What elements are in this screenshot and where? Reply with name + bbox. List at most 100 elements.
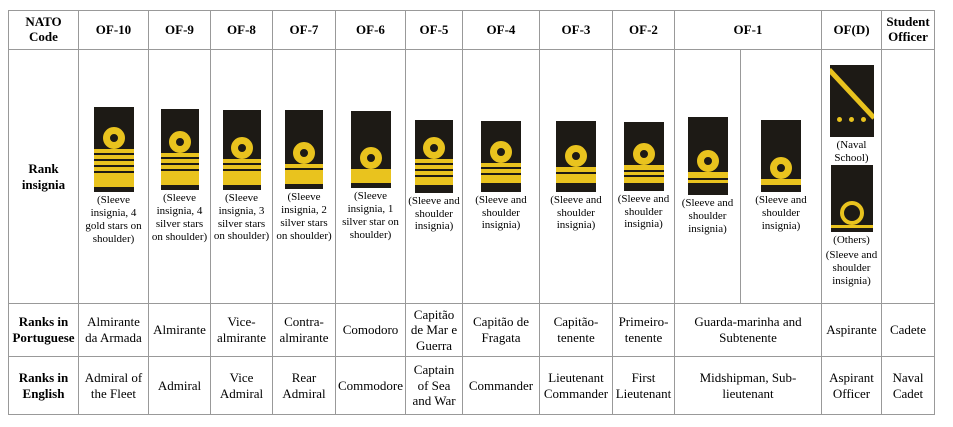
- en-rank-of-8: Vice Admiral: [210, 356, 273, 415]
- loop-icon: [359, 147, 382, 170]
- insignia-dot-icon: [836, 117, 842, 123]
- en-rank-of-d-: Aspirant Officer: [821, 356, 882, 415]
- insignia-cell-of-8: (Sleeve insignia, 3 silver stars on shou…: [210, 49, 273, 304]
- loop-icon: [230, 136, 253, 159]
- gold-stripe-icon: [160, 153, 199, 158]
- en-rank-of-5: Captain of Sea and War: [405, 356, 463, 415]
- loop-icon: [423, 136, 445, 159]
- loop-icon: [770, 157, 792, 180]
- pt-rank-of-2: Primeiro-tenente: [612, 303, 675, 357]
- insignia-dot-icon: [848, 117, 854, 123]
- rank-insignia-image: [350, 111, 391, 189]
- rank-insignia-image: [623, 121, 664, 191]
- loop-icon: [565, 144, 587, 167]
- gold-stripe-icon: [93, 155, 134, 160]
- insignia-cell-of-4: (Sleeve and shoulder insignia): [462, 49, 540, 304]
- rank-insignia-image: [687, 117, 728, 196]
- en-rank-of-3: Lieutenant Commander: [539, 356, 613, 415]
- code-header-of-6: OF-6: [335, 10, 406, 50]
- gold-stripe-icon: [623, 176, 664, 183]
- insignia-caption: (Sleeve and shoulder insignia): [550, 193, 602, 232]
- gold-stripe-icon: [623, 164, 664, 170]
- pt-rank-of-3: Capitão-tenente: [539, 303, 613, 357]
- loop-icon: [632, 142, 655, 165]
- rank-comparison-page: NATO Code OF-10 OF-9 OF-8 OF-7 OF-6 OF-5 OF-4 OF…: [0, 10, 953, 427]
- rank-insignia-image: [481, 120, 521, 192]
- insignia-caption: (Others): [833, 234, 870, 247]
- insignia-caption: (Naval School): [834, 139, 869, 165]
- gold-stripe-icon: [687, 180, 728, 184]
- insignia-cell-student-officer: [881, 49, 935, 304]
- loop-icon: [293, 142, 315, 165]
- gold-stripe-icon: [222, 158, 261, 163]
- gold-stripe-icon: [761, 179, 801, 186]
- gold-stripe-icon: [93, 149, 134, 154]
- insignia-cell-of-6: (Sleeve insignia, 1 silver star on shoul…: [335, 49, 406, 304]
- insignia-cell-of-1-1: (Sleeve and shoulder insignia): [674, 49, 741, 304]
- gold-stripe-icon: [160, 159, 199, 164]
- pt-rank-of-4: Capitão de Fragata: [462, 303, 540, 357]
- gold-stripe-icon: [415, 158, 453, 163]
- pt-rank-of-9: Almirante: [148, 303, 211, 357]
- en-rank-of-6: Commodore: [335, 356, 406, 415]
- gold-stripe-icon: [350, 169, 391, 184]
- insignia-cell-of-7: (Sleeve insignia, 2 silver stars on shou…: [272, 49, 336, 304]
- pt-rank-of-6: Comodoro: [335, 303, 406, 357]
- code-header-of-2: OF-2: [612, 10, 675, 50]
- gold-stripe-icon: [222, 170, 261, 185]
- insignia-caption: (Sleeve insignia, 4 silver stars on shou…: [151, 192, 208, 243]
- gold-stripe-icon: [556, 173, 596, 183]
- pt-rank-of-10: Almirante da Armada: [78, 303, 149, 357]
- diagonal-stripe-icon: [829, 68, 874, 120]
- gold-stripe-icon: [830, 225, 873, 229]
- en-rank-of-4: Commander: [462, 356, 540, 415]
- code-header-of-3: OF-3: [539, 10, 613, 50]
- gold-stripe-icon: [623, 171, 664, 175]
- gold-stripe-icon: [556, 166, 596, 172]
- loop-icon: [168, 131, 191, 154]
- rank-insignia-image: [93, 107, 134, 193]
- insignia-cell-of-9: (Sleeve insignia, 4 silver stars on shou…: [148, 49, 211, 304]
- code-header-of-8: OF-8: [210, 10, 273, 50]
- pt-rank-of-5: Capitão de Mar e Guerra: [405, 303, 463, 357]
- insignia-caption: (Sleeve and shoulder insignia): [475, 193, 527, 232]
- gold-stripe-icon: [481, 168, 521, 173]
- code-header-of-9: OF-9: [148, 10, 211, 50]
- rank-insignia-image: [160, 109, 199, 191]
- gold-stripe-icon: [285, 164, 323, 169]
- pt-rank-student-officer: Cadete: [881, 303, 935, 357]
- rank-table: NATO Code OF-10 OF-9 OF-8 OF-7 OF-6 OF-5 OF-4 OF…: [8, 10, 935, 415]
- insignia-caption: (Sleeve insignia, 3 silver stars on shou…: [213, 191, 270, 243]
- rank-insignia-image: [829, 65, 874, 138]
- gold-stripe-icon: [415, 170, 453, 175]
- rank-insignia-image: [415, 119, 453, 193]
- gold-stripe-icon: [222, 164, 261, 169]
- en-rank-of-10: Admiral of the Fleet: [78, 356, 149, 415]
- loop-icon: [102, 127, 125, 150]
- code-header-of-d-: OF(D): [821, 10, 882, 50]
- insignia-caption: (Sleeve insignia, 1 silver star on shoul…: [342, 190, 399, 241]
- gold-stripe-icon: [415, 176, 453, 185]
- en-rank-of-1: Midshipman, Sub-lieutenant: [674, 356, 822, 415]
- insignia-cell-of-1-2: (Sleeve and shoulder insignia): [740, 49, 822, 304]
- insignia-cell-of-10: (Sleeve insignia, 4 gold stars on should…: [78, 49, 149, 304]
- pt-rank-of-d-: Aspirante: [821, 303, 882, 357]
- code-header-student-officer: Student Officer: [881, 10, 935, 50]
- en-rank-of-7: Rear Admiral: [272, 356, 336, 415]
- gold-stripe-icon: [93, 173, 134, 188]
- rank-insignia-label: Rank insignia: [8, 49, 79, 304]
- code-header-of-7: OF-7: [272, 10, 336, 50]
- insignia-cell-of-5: (Sleeve and shoulder insignia): [405, 49, 463, 304]
- gold-stripe-icon: [93, 161, 134, 166]
- pt-rank-of-1: Guarda-marinha and Subtenente: [674, 303, 822, 357]
- rank-insignia-image: [761, 120, 801, 193]
- rank-insignia-image: [830, 165, 873, 233]
- insignia-cell-of-3: (Sleeve and shoulder insignia): [539, 49, 613, 304]
- insignia-caption: (Sleeve and shoulder insignia): [755, 194, 807, 232]
- insignia-caption: (Sleeve and shoulder insignia): [825, 249, 878, 287]
- en-rank-of-9: Admiral: [148, 356, 211, 415]
- loop-icon: [490, 140, 512, 163]
- insignia-cell-of-2: (Sleeve and shoulder insignia): [612, 49, 675, 304]
- insignia-caption: (Sleeve insignia, 2 silver stars on shou…: [276, 191, 332, 242]
- nato-code-header: NATO Code: [8, 10, 79, 50]
